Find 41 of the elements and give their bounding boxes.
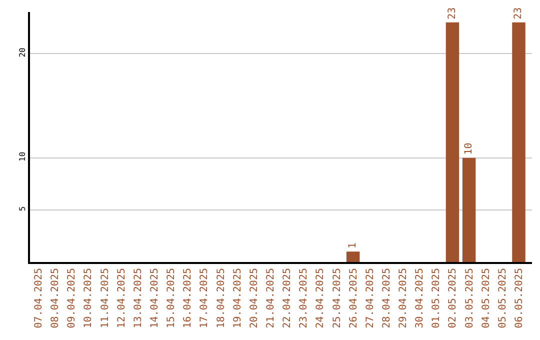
x-tick-label: 11.04.2025 [100,268,111,328]
x-tick-label: 22.04.2025 [282,268,294,328]
x-tick-label: 07.04.2025 [34,268,45,328]
x-tick-label: 05.05.2025 [497,268,508,328]
x-tick-label: 27.04.2025 [364,268,376,328]
bar [512,22,526,262]
x-tick-label: 20.04.2025 [248,268,260,328]
bar [462,158,476,262]
x-tick-label: 02.05.2025 [448,268,459,328]
x-tick-label: 06.05.2025 [514,268,525,328]
x-tick-label: 14.04.2025 [150,268,161,328]
x-tick-label: 29.04.2025 [398,268,410,328]
x-tick-label: 15.04.2025 [166,268,178,328]
y-tick-label: 5 [18,206,27,212]
y-tick-label: 20 [18,47,27,58]
x-tick-label: 24.04.2025 [315,268,326,328]
bar [446,22,460,262]
x-tick-label: 26.04.2025 [348,268,360,328]
x-tick-label: 01.05.2025 [431,268,442,328]
x-tick-label: 08.04.2025 [50,268,62,328]
x-tick-label: 13.04.2025 [132,268,144,328]
x-tick-label: 25.04.2025 [332,268,343,328]
x-tick-label: 30.04.2025 [414,268,426,328]
y-tick-label: 10 [18,152,27,162]
x-tick-label: 16.04.2025 [182,268,194,328]
x-tick-label: 10.04.2025 [83,268,94,328]
x-tick-label: 12.04.2025 [116,268,128,328]
x-tick-label: 09.04.2025 [66,268,78,328]
data-label: 23 [446,7,458,20]
x-tick-label: 04.05.2025 [480,268,492,328]
x-tick-label: 18.04.2025 [216,268,227,328]
x-tick-label: 23.04.2025 [298,268,310,328]
bar [346,252,360,262]
x-tick-label: 28.04.2025 [381,268,392,328]
x-tick-label: 03.05.2025 [464,268,476,328]
x-tick-label: 17.04.2025 [199,268,210,328]
x-tick-label: 21.04.2025 [265,268,276,328]
data-label: 10 [464,142,475,155]
x-tick-label: 19.04.2025 [232,268,244,328]
data-label: 23 [513,7,524,20]
data-label: 1 [348,242,359,249]
